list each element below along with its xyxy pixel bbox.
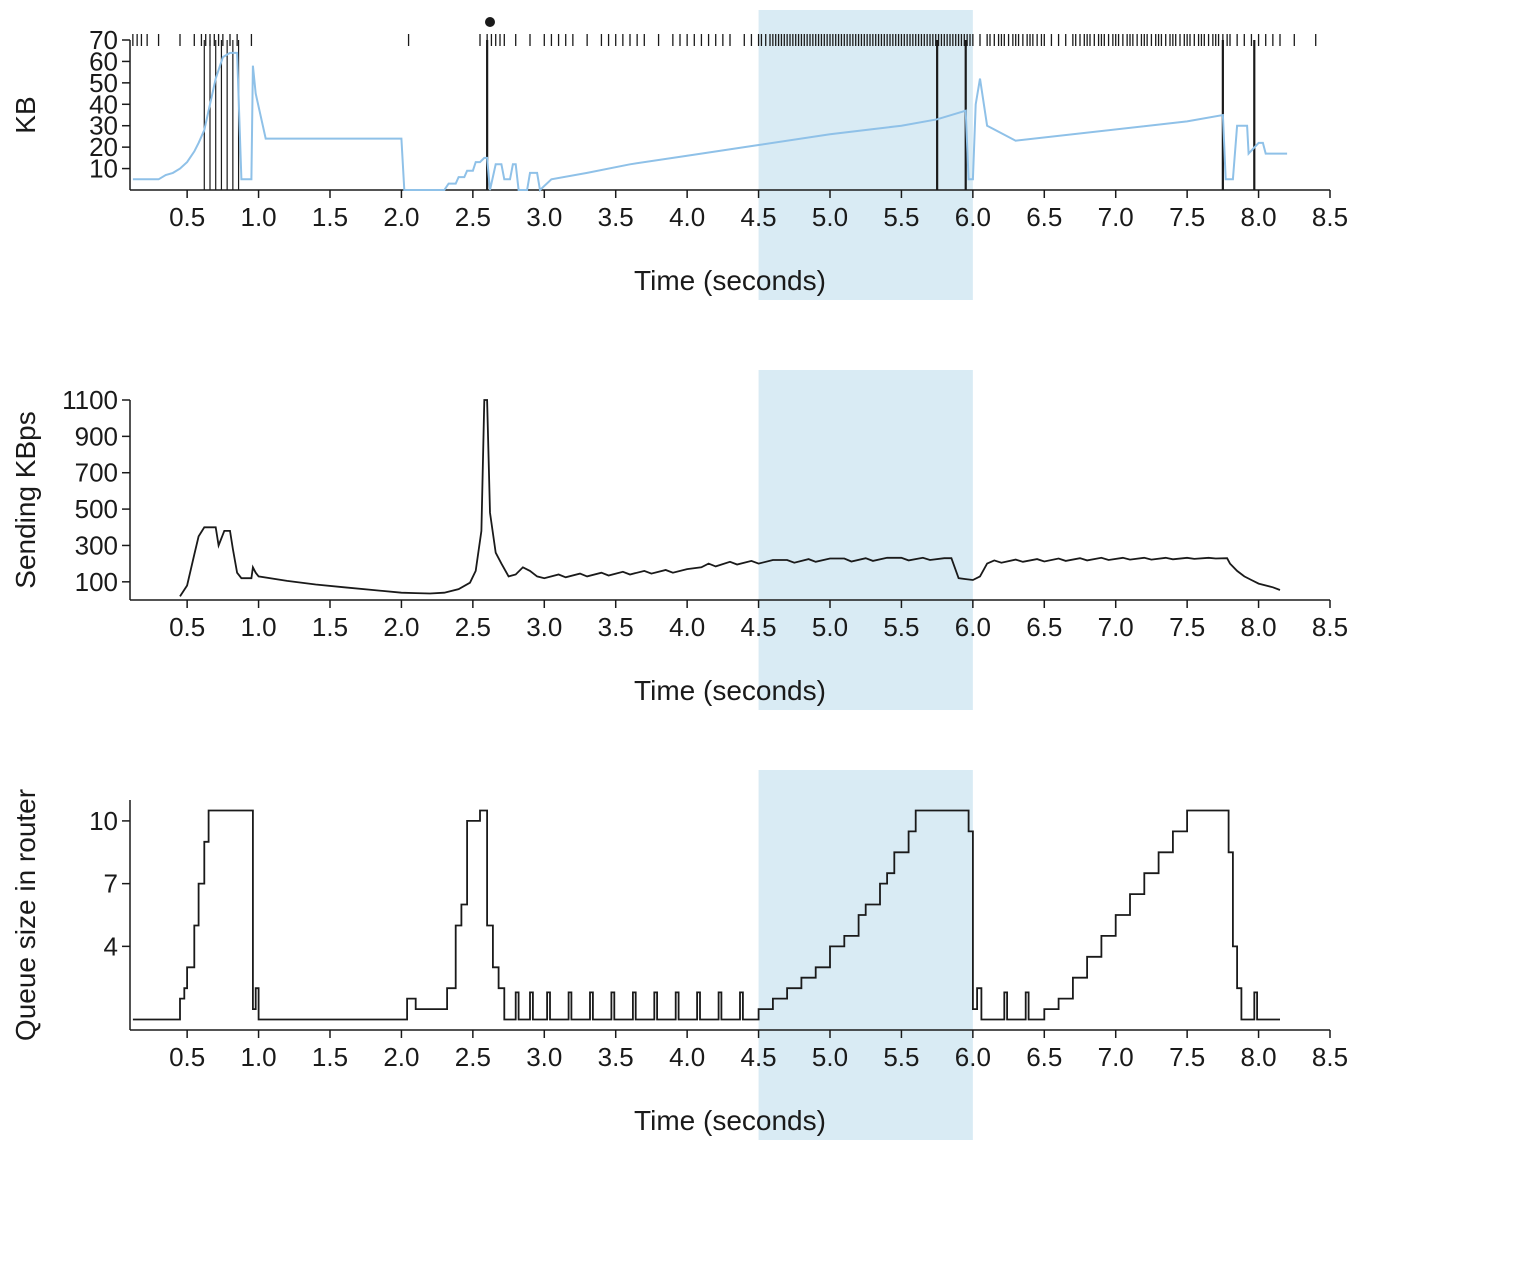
highlight-band (759, 10, 973, 300)
x-tick-label: 8.5 (1312, 1042, 1348, 1072)
x-tick-label: 2.0 (383, 1042, 419, 1072)
x-tick-label: 4.0 (669, 1042, 705, 1072)
y-tick-label: 7 (104, 869, 118, 899)
highlight-band (759, 770, 973, 1140)
x-tick-label: 5.5 (883, 612, 919, 642)
x-tick-label: 8.0 (1240, 612, 1276, 642)
x-tick-label: 5.5 (883, 1042, 919, 1072)
x-tick-label: 4.5 (740, 612, 776, 642)
x-tick-label: 7.5 (1169, 612, 1205, 642)
x-tick-label: 1.0 (240, 202, 276, 232)
x-tick-label: 1.5 (312, 202, 348, 232)
y-tick-label: 70 (89, 25, 118, 55)
x-tick-label: 0.5 (169, 612, 205, 642)
x-axis-label: Time (seconds) (634, 675, 826, 706)
x-tick-label: 1.5 (312, 612, 348, 642)
x-tick-label: 6.5 (1026, 202, 1062, 232)
x-tick-label: 5.0 (812, 1042, 848, 1072)
x-tick-label: 4.5 (740, 202, 776, 232)
x-tick-label: 3.5 (598, 1042, 634, 1072)
panel-sending-kbps: 0.5 1.0 1.5 2.0 2.5 3.0 3.5 4.0 4.5 5.0 5.5 6.0 6.5 7… (0, 370, 1533, 710)
y-axis-label: Sending KBps (10, 411, 41, 588)
x-tick-label: 3.5 (598, 202, 634, 232)
chart-page: 0.5 1.0 1.5 2.0 2.5 3.0 3.5 4.0 4.5 5.0 5.5 6.0 6.5 7… (0, 0, 1533, 1262)
x-tick-label: 7.0 (1098, 1042, 1134, 1072)
x-tick-label: 1.5 (312, 1042, 348, 1072)
x-tick-label: 0.5 (169, 1042, 205, 1072)
panel-kb: 0.5 1.0 1.5 2.0 2.5 3.0 3.5 4.0 4.5 5.0 5.5 6.0 6.5 7… (0, 10, 1533, 300)
panel-queue-size: 0.5 1.0 1.5 2.0 2.5 3.0 3.5 4.0 4.5 5.0 5.5 6.0 6.5 7… (0, 770, 1533, 1140)
x-tick-label: 8.5 (1312, 202, 1348, 232)
y-tick-label: 500 (75, 494, 118, 524)
x-tick-label: 5.0 (812, 612, 848, 642)
x-axis-label: Time (seconds) (634, 1105, 826, 1136)
x-tick-label: 7.0 (1098, 612, 1134, 642)
y-tick-label: 700 (75, 458, 118, 488)
x-tick-label: 2.5 (455, 202, 491, 232)
y-tick-label: 1100 (62, 385, 118, 415)
x-tick-label: 6.0 (955, 202, 991, 232)
x-tick-label: 5.0 (812, 202, 848, 232)
x-tick-label: 5.5 (883, 202, 919, 232)
kb-line (133, 53, 1287, 190)
y-tick-label: 900 (75, 421, 118, 451)
x-tick-label: 8.0 (1240, 1042, 1276, 1072)
highlight-band (759, 370, 973, 710)
y-tick-label: 100 (75, 567, 118, 597)
x-axis-label: Time (seconds) (634, 265, 826, 296)
y-axis-label: KB (10, 96, 41, 133)
x-tick-label: 1.0 (240, 1042, 276, 1072)
x-tick-label: 6.5 (1026, 1042, 1062, 1072)
x-tick-label: 2.5 (455, 612, 491, 642)
x-tick-label: 2.0 (383, 202, 419, 232)
x-tick-label: 7.0 (1098, 202, 1134, 232)
x-tick-label: 4.5 (740, 1042, 776, 1072)
x-tick-label: 0.5 (169, 202, 205, 232)
x-tick-label: 3.0 (526, 202, 562, 232)
x-tick-label: 6.0 (955, 612, 991, 642)
sending-kbps-line (180, 400, 1280, 596)
x-tick-label: 7.5 (1169, 202, 1205, 232)
y-axis-label: Queue size in router (10, 789, 41, 1041)
x-tick-label: 3.0 (526, 612, 562, 642)
x-tick-label: 2.5 (455, 1042, 491, 1072)
x-tick-label: 2.0 (383, 612, 419, 642)
y-tick-label: 300 (75, 530, 118, 560)
x-tick-label: 3.5 (598, 612, 634, 642)
x-tick-label: 7.5 (1169, 1042, 1205, 1072)
y-tick-label: 10 (89, 806, 118, 836)
x-tick-label: 4.0 (669, 612, 705, 642)
x-tick-label: 6.5 (1026, 612, 1062, 642)
marker-dot (485, 17, 495, 27)
queue-size-line (133, 811, 1280, 1020)
x-tick-label: 3.0 (526, 1042, 562, 1072)
x-tick-label: 8.5 (1312, 612, 1348, 642)
x-tick-label: 8.0 (1240, 202, 1276, 232)
x-tick-label: 4.0 (669, 202, 705, 232)
x-tick-label: 6.0 (955, 1042, 991, 1072)
y-tick-label: 4 (104, 931, 118, 961)
x-tick-label: 1.0 (240, 612, 276, 642)
